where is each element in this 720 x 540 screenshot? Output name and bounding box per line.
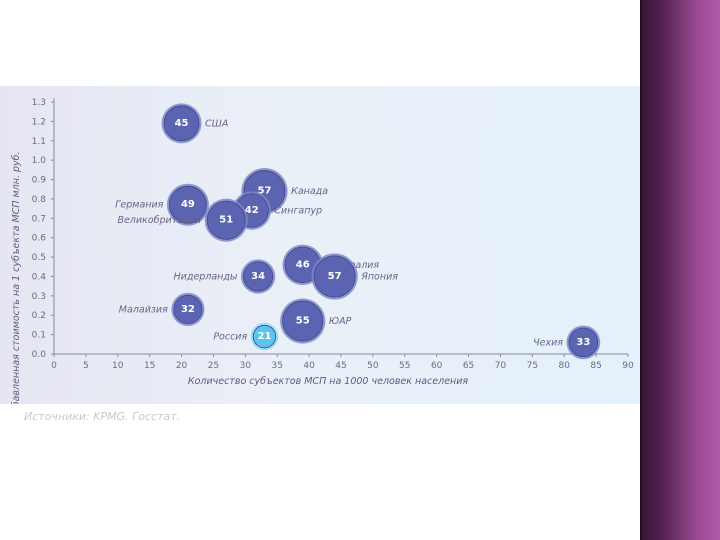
bubble-circle bbox=[173, 294, 203, 324]
y-tick-label: 1.3 bbox=[32, 98, 46, 108]
bubble: 49 Германия bbox=[115, 183, 209, 226]
bubble-value-label: 34 bbox=[251, 271, 265, 282]
bubble-value-label: 21 bbox=[258, 331, 272, 342]
bubble: 21 Россия bbox=[213, 322, 279, 351]
bubble-value-label: 51 bbox=[219, 215, 233, 226]
y-axis-title: Добавленная стоимость на 1 субъекта МСП … bbox=[11, 151, 22, 404]
x-tick-label: 0 bbox=[51, 361, 57, 371]
bubble-value-label: 32 bbox=[181, 304, 195, 315]
side-decoration-bar bbox=[642, 0, 720, 540]
x-tick-label: 75 bbox=[527, 361, 538, 371]
bubble-value-label: 45 bbox=[175, 118, 189, 129]
x-axis-title: Количество субъектов МСП на 1000 человек… bbox=[188, 376, 469, 387]
y-tick-label: 0.4 bbox=[32, 272, 47, 282]
country-label: Канада bbox=[291, 186, 328, 197]
bubble-circle bbox=[243, 261, 274, 292]
y-tick-label: 1.0 bbox=[32, 156, 47, 166]
x-tick-label: 30 bbox=[240, 361, 252, 371]
x-tick-label: 40 bbox=[303, 361, 315, 371]
bubble: 57 Япония bbox=[311, 253, 398, 300]
country-label: Германия bbox=[115, 200, 164, 211]
y-tick-label: 0.1 bbox=[32, 331, 46, 341]
bubble-circle bbox=[206, 200, 246, 240]
bubble-circle bbox=[163, 105, 200, 142]
x-tick-label: 5 bbox=[83, 361, 89, 371]
country-label: Чехия bbox=[533, 337, 563, 348]
x-tick-label: 25 bbox=[208, 361, 219, 371]
bubbles-layer: 45 США 49 Германия 57 Канада 42 Сингапур 51 Велик… bbox=[115, 103, 601, 360]
bubble-value-label: 49 bbox=[181, 199, 195, 210]
x-tick-label: 65 bbox=[463, 361, 474, 371]
x-tick-label: 55 bbox=[399, 361, 410, 371]
x-tick-label: 70 bbox=[495, 361, 507, 371]
bubble-chart: 0 5 10 15 20 25 30 35 40 45 50 55 60 65 70 75 80 85 90 0.0 0… bbox=[11, 98, 634, 404]
x-tick-label: 35 bbox=[271, 361, 282, 371]
country-label: Великобритания bbox=[117, 215, 201, 226]
x-tick-label: 60 bbox=[431, 361, 443, 371]
country-label: ЮАР bbox=[329, 316, 352, 327]
y-tick-label: 0.6 bbox=[32, 234, 47, 244]
country-label: Сингапур bbox=[274, 206, 322, 217]
x-tick-label: 80 bbox=[558, 361, 570, 371]
y-tick-label: 1.1 bbox=[32, 137, 46, 147]
x-tick-label: 90 bbox=[622, 361, 634, 371]
y-tick-label: 0.8 bbox=[32, 195, 47, 205]
y-tick-label: 1.2 bbox=[32, 117, 46, 127]
x-tick-label: 45 bbox=[335, 361, 346, 371]
x-tick-label: 85 bbox=[590, 361, 601, 371]
chart-panel bbox=[0, 86, 642, 404]
bubble-value-label: 57 bbox=[328, 271, 342, 282]
y-tick-label: 0.9 bbox=[32, 176, 47, 186]
country-label: США bbox=[205, 118, 228, 129]
bubble-circle bbox=[568, 327, 599, 358]
y-tick-label: 0.2 bbox=[32, 311, 46, 321]
bubble-circle bbox=[313, 255, 356, 298]
bubble: 34 Нидерланды bbox=[174, 259, 276, 294]
y-tick-label: 0.7 bbox=[32, 214, 46, 224]
axes-layer: 0 5 10 15 20 25 30 35 40 45 50 55 60 65 70 75 80 85 90 0.0 0… bbox=[32, 98, 634, 371]
x-tick-label: 10 bbox=[112, 361, 124, 371]
country-label: Япония bbox=[360, 271, 398, 282]
country-label: Россия bbox=[213, 332, 247, 343]
bubble-value-label: 57 bbox=[258, 186, 272, 197]
x-tick-label: 50 bbox=[367, 361, 379, 371]
y-tick-label: 0.0 bbox=[32, 350, 47, 360]
y-tick-label: 0.3 bbox=[32, 292, 46, 302]
bubble-value-label: 42 bbox=[245, 205, 259, 216]
y-tick-label: 0.5 bbox=[32, 253, 46, 263]
source-note: Источники: KPMG. Госстат. bbox=[24, 410, 181, 423]
x-tick-label: 15 bbox=[144, 361, 155, 371]
bubble-circle bbox=[168, 185, 207, 224]
bubble: 32 Малайзия bbox=[119, 292, 205, 327]
bubble: 45 США bbox=[161, 103, 228, 144]
x-tick-label: 20 bbox=[176, 361, 188, 371]
bubble: 33 Чехия bbox=[533, 325, 601, 360]
bubble: 51 Великобритания bbox=[117, 198, 248, 242]
country-label: Нидерланды bbox=[174, 271, 238, 282]
bubble-circle bbox=[252, 324, 277, 349]
country-label: Малайзия bbox=[119, 304, 168, 315]
bubble-circle bbox=[282, 300, 324, 342]
bubble-value-label: 33 bbox=[576, 337, 590, 348]
bubble-value-label: 55 bbox=[296, 316, 310, 327]
bubble-value-label: 46 bbox=[296, 259, 310, 270]
bubble: 55 ЮАР bbox=[280, 298, 352, 344]
